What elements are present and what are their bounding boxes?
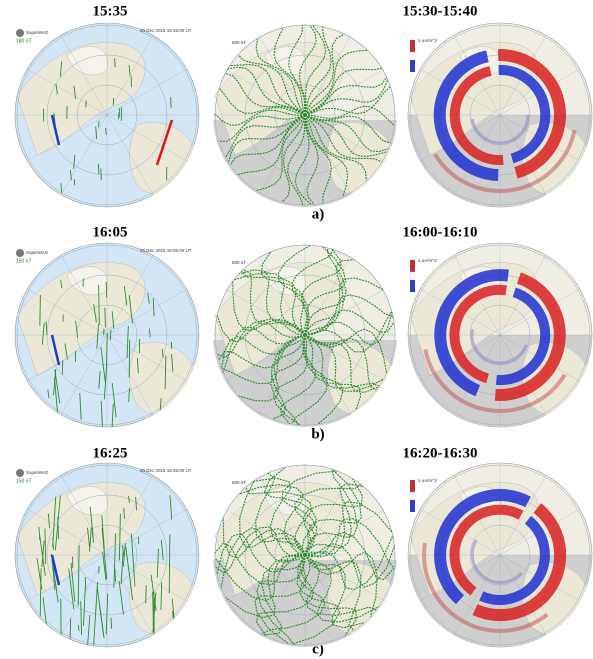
current-scale: 1 uA/m^2 [418, 38, 437, 43]
colorbar-blue [410, 60, 415, 72]
logo-icon [16, 469, 24, 477]
current-map [408, 243, 592, 430]
vector-line [70, 618, 71, 638]
current-map [408, 463, 592, 650]
logo: SuperMAG [26, 470, 49, 475]
vector-line [99, 285, 100, 325]
panel-label: b) [311, 426, 324, 442]
vector-line [115, 58, 116, 67]
interval-title: 16:00-16:10 [403, 224, 478, 240]
current-map [408, 23, 592, 210]
ground-scale: 150 nT [16, 258, 32, 264]
model-map [213, 23, 397, 210]
model-map [213, 463, 397, 650]
time-title: 16:05 [93, 224, 128, 240]
timestamp: 20 Dec 2015 16:05:00 UT [140, 248, 192, 253]
colorbar-blue [410, 280, 415, 292]
colorbar [410, 480, 415, 512]
logo: SuperMAG [26, 30, 49, 35]
vector-line [106, 128, 107, 135]
timestamp: 20 Dec 2015 15:35:00 UT [140, 28, 192, 33]
time-title: 15:35 [93, 3, 128, 19]
model-map [213, 243, 397, 430]
logo-icon [16, 29, 24, 37]
colorbar-red [410, 260, 415, 272]
ground-map [15, 463, 199, 659]
model-scale: 500 nT [232, 260, 246, 265]
map-content [213, 463, 397, 650]
current-scale: 1 uA/m^2 [418, 258, 437, 263]
timestamp: 20 Dec 2015 16:25:00 UT [140, 468, 192, 473]
interval-title: 16:20-16:30 [403, 445, 478, 461]
ground-map [15, 243, 199, 437]
colorbar [410, 40, 415, 72]
colorbar [410, 260, 415, 292]
ground-map [15, 23, 199, 207]
colorbar-blue [410, 500, 415, 512]
logo: SuperMAG [26, 250, 49, 255]
interval-title: 15:30-15:40 [403, 3, 478, 19]
vector-line [40, 295, 41, 326]
model-scale: 500 nT [232, 40, 246, 45]
current-scale: 1 uA/m^2 [418, 478, 437, 483]
vector-line [38, 622, 42, 659]
ground-scale: 150 nT [16, 478, 32, 484]
colorbar-red [410, 40, 415, 52]
ground-scale: 180 nT [16, 38, 32, 44]
vector-line [105, 308, 106, 328]
panel-label: a) [312, 206, 325, 222]
colorbar-white [410, 52, 415, 60]
figure: 15:35 15:30-15:40 a) SuperMAG 180 nT 20 Dec 2… [0, 0, 593, 659]
vector-line [118, 112, 119, 119]
model-scale: 500 nT [232, 480, 246, 485]
colorbar-white [410, 272, 415, 280]
vector-line [129, 340, 130, 378]
page: 15:35 15:30-15:40 a) SuperMAG 180 nT 20 Dec 2… [0, 0, 593, 659]
logo-icon [16, 249, 24, 257]
colorbar-red [410, 480, 415, 492]
time-title: 16:25 [93, 445, 128, 461]
colorbar-white [410, 492, 415, 500]
